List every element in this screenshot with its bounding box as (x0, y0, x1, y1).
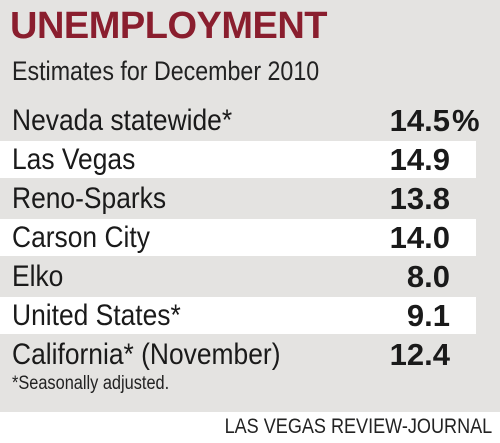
table-row: Reno-Sparks 13.8 (0, 180, 500, 217)
row-label: Las Vegas (12, 143, 136, 176)
value-number: 8.0 (406, 259, 450, 294)
row-value: 8.0 (382, 258, 482, 295)
row-label: Reno-Sparks (12, 182, 167, 215)
row-label: California* (November) (12, 338, 281, 371)
table-row: Elko 8.0 (0, 258, 500, 295)
value-number: 14.9 (389, 142, 450, 177)
table-row: Nevada statewide* 14.5% (0, 102, 500, 139)
chart-subtitle: Estimates for December 2010 (12, 56, 320, 86)
footnote: *Seasonally adjusted. (12, 373, 170, 394)
row-label: Elko (12, 260, 64, 293)
row-value: 14.5% (382, 102, 482, 139)
row-value: 14.0 (382, 219, 482, 256)
row-value: 13.8 (382, 180, 482, 217)
row-value: 14.9 (382, 141, 482, 178)
table-row: California* (November) 12.4 (0, 336, 500, 373)
row-label: United States* (12, 299, 181, 332)
source-credit: LAS VEGAS REVIEW-JOURNAL (224, 415, 492, 438)
value-number: 14.0 (389, 220, 450, 255)
value-number: 9.1 (406, 298, 450, 333)
row-value: 9.1 (382, 297, 482, 334)
chart-panel: UNEMPLOYMENT Estimates for December 2010… (0, 0, 500, 412)
value-number: 12.4 (389, 337, 450, 372)
table-row: United States* 9.1 (0, 297, 476, 334)
row-label: Nevada statewide* (12, 104, 233, 137)
table-row: Carson City 14.0 (0, 219, 476, 256)
value-unit: % (452, 103, 480, 138)
row-label: Carson City (12, 221, 150, 254)
value-number: 13.8 (389, 181, 450, 216)
chart-title: UNEMPLOYMENT (10, 5, 328, 47)
row-value: 12.4 (382, 336, 482, 373)
value-number: 14.5 (389, 103, 450, 138)
data-table: Nevada statewide* 14.5% Las Vegas 14.9 Reno-… (0, 102, 500, 375)
table-row: Las Vegas 14.9 (0, 141, 476, 178)
